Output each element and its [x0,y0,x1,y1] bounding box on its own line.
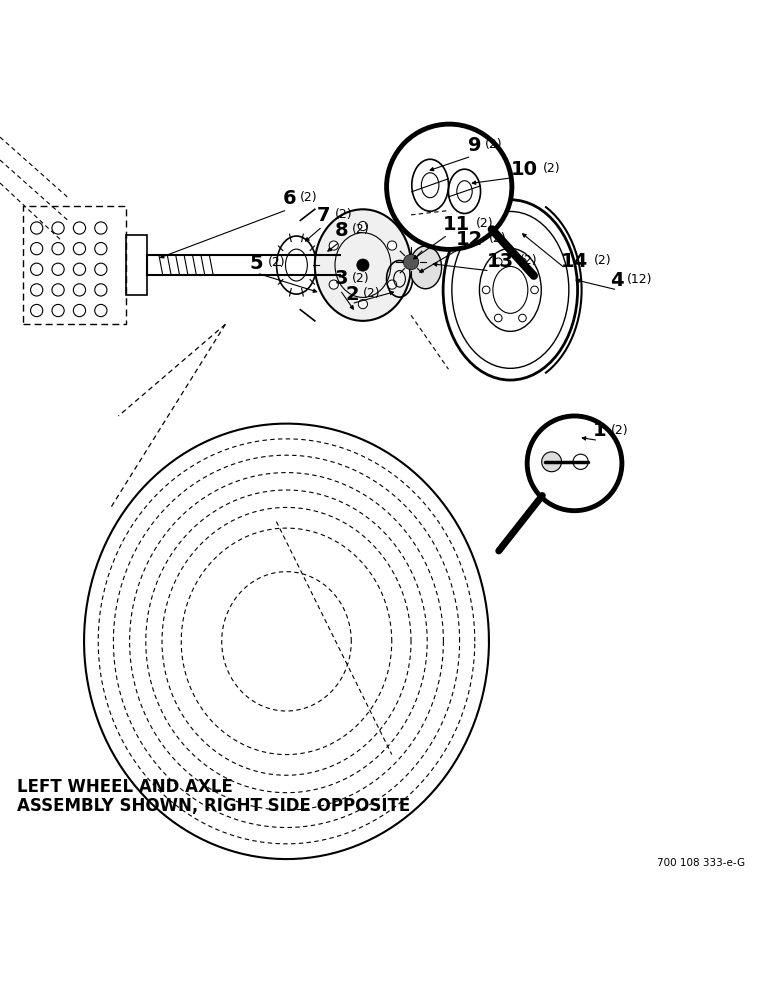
Text: 4: 4 [610,271,623,290]
Ellipse shape [410,246,442,289]
Text: 12: 12 [456,230,484,249]
Text: 14: 14 [561,252,588,271]
Circle shape [387,241,397,250]
Text: (2): (2) [352,272,370,285]
Circle shape [494,314,502,322]
Circle shape [358,300,367,309]
Text: 8: 8 [335,221,348,240]
Text: (2): (2) [335,208,352,221]
Text: (2): (2) [267,256,285,269]
Circle shape [542,452,562,472]
Text: (2): (2) [363,287,380,300]
Circle shape [387,124,512,249]
Text: 6: 6 [283,189,296,208]
Bar [126,235,147,295]
Text: 7: 7 [317,206,331,225]
Circle shape [329,280,338,289]
Text: (2): (2) [485,138,503,151]
Circle shape [519,314,526,322]
Ellipse shape [315,209,411,321]
Text: 13: 13 [487,252,514,271]
Text: 9: 9 [468,136,481,155]
Circle shape [329,241,338,250]
Text: ASSEMBLY SHOWN, RIGHT SIDE OPPOSITE: ASSEMBLY SHOWN, RIGHT SIDE OPPOSITE [17,797,410,815]
Circle shape [403,254,419,270]
Text: (2): (2) [610,424,628,437]
Circle shape [358,221,367,231]
Circle shape [527,416,622,511]
Text: (2): (2) [594,254,611,267]
Circle shape [531,286,539,294]
Text: 11: 11 [443,215,471,234]
Text: LEFT WHEEL AND AXLE: LEFT WHEEL AND AXLE [17,778,233,796]
Text: 2: 2 [345,285,359,304]
Text: (2): (2) [300,191,318,204]
Circle shape [482,286,490,294]
Text: (2): (2) [543,162,561,175]
Circle shape [519,258,526,266]
Text: (12): (12) [627,273,652,286]
Circle shape [387,280,397,289]
Text: 700 108 333-e-G: 700 108 333-e-G [657,858,745,868]
Text: (2): (2) [476,217,494,230]
Text: (2): (2) [489,232,507,245]
Text: (2): (2) [352,223,370,236]
Text: 5: 5 [250,254,264,273]
Text: 1: 1 [593,421,607,440]
Text: 3: 3 [335,269,348,288]
Text: 10: 10 [510,160,537,179]
Circle shape [494,258,502,266]
Circle shape [357,259,369,271]
Text: (2): (2) [520,254,537,267]
